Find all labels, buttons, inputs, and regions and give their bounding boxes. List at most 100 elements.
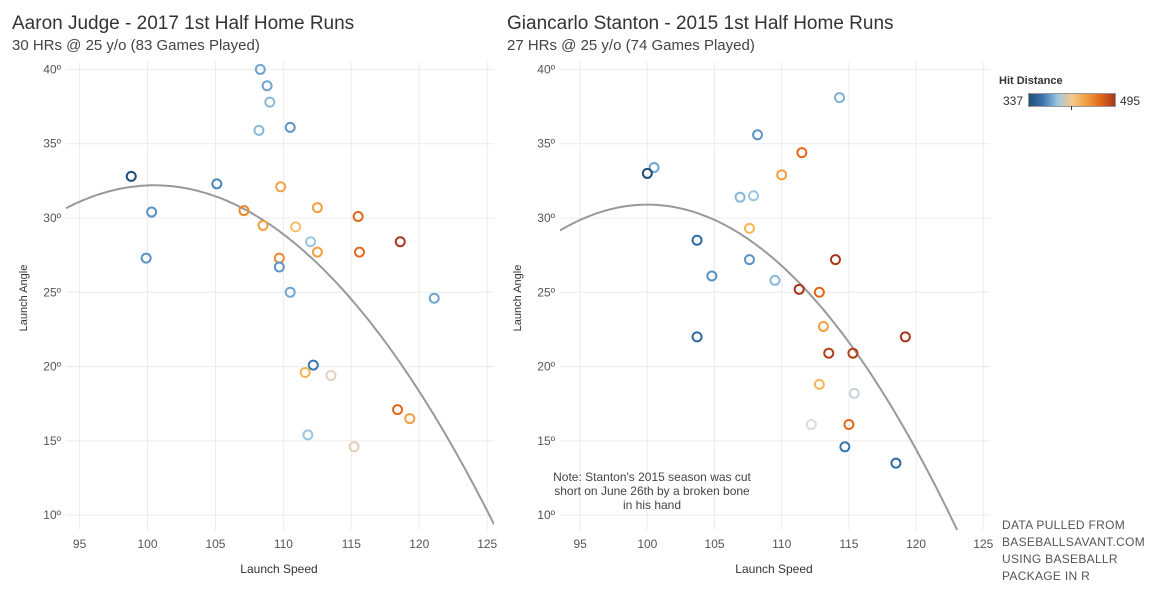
y-axis-label: Launch Angle	[512, 265, 524, 332]
x-tick-label: 110	[772, 537, 791, 551]
legend-tick	[1071, 106, 1072, 110]
data-point	[829, 254, 841, 266]
y-tick-label: 20º	[43, 360, 61, 374]
data-point	[284, 286, 296, 298]
x-tick-label: 115	[839, 537, 858, 551]
data-point	[253, 124, 265, 136]
data-point	[299, 367, 311, 379]
y-tick-label: 30º	[43, 211, 61, 225]
x-tick-label: 100	[637, 537, 657, 551]
data-point	[348, 441, 360, 453]
legend-min-label: 337	[1003, 94, 1024, 108]
data-point	[734, 191, 746, 203]
data-point	[257, 219, 269, 231]
x-tick-label: 125	[477, 537, 497, 551]
y-tick-label: 25º	[43, 285, 61, 299]
x-tick-label: 120	[409, 537, 429, 551]
data-point	[793, 283, 805, 295]
legend-max-label: 495	[1120, 94, 1141, 108]
data-point	[776, 169, 788, 181]
data-point	[311, 202, 323, 214]
y-tick-label: 15º	[43, 434, 61, 448]
data-point	[890, 457, 902, 469]
data-point	[648, 161, 660, 173]
data-point	[394, 236, 406, 248]
panel-2-title: Giancarlo Stanton - 2015 1st Half Home R…	[507, 13, 894, 34]
data-point	[353, 246, 365, 258]
x-tick-label: 125	[973, 537, 993, 551]
data-point	[805, 419, 817, 431]
data-point	[146, 206, 158, 218]
data-point	[261, 80, 273, 92]
x-tick-label: 95	[73, 537, 87, 551]
data-point	[691, 234, 703, 246]
data-point	[404, 413, 416, 425]
panel-2-subtitle: 27 HRs @ 25 y/o (74 Games Played)	[507, 37, 755, 54]
data-point	[813, 286, 825, 298]
y-tick-label: 35º	[537, 137, 555, 151]
x-tick-label: 105	[205, 537, 225, 551]
data-point	[823, 347, 835, 359]
x-axis-label: Launch Speed	[735, 562, 812, 576]
panel-1-subtitle: 30 HRs @ 25 y/o (83 Games Played)	[12, 37, 260, 54]
data-point	[769, 274, 781, 286]
chart-2: 95 100 105 110 115 120 125 10º 15º 20º 25º 30º 35º 40…	[512, 62, 994, 576]
data-point	[752, 129, 764, 141]
stanton-note: Note: Stanton's 2015 season was cut shor…	[553, 470, 751, 512]
x-tick-label: 115	[342, 537, 361, 551]
data-point	[839, 441, 851, 453]
data-point	[641, 167, 653, 179]
x-tick-label: 110	[274, 537, 293, 551]
data-point	[743, 222, 755, 234]
source-line: PACKAGE IN R	[1002, 569, 1091, 583]
data-point	[284, 121, 296, 133]
data-point	[743, 254, 755, 266]
source-line: DATA PULLED FROM	[1002, 518, 1126, 532]
x-axis-label: Launch Speed	[240, 562, 317, 576]
data-point	[311, 246, 323, 258]
data-point	[848, 387, 860, 399]
legend-title: Hit Distance	[999, 75, 1063, 87]
data-point	[748, 190, 759, 202]
data-source-note: DATA PULLED FROM BASEBALLSAVANT.COM USIN…	[1002, 517, 1145, 585]
chart-1: 95 100 105 110 115 120 125 10º 15º 20º 25º 30º 35º 40…	[18, 62, 498, 576]
y-axis-label: Launch Angle	[18, 265, 30, 332]
data-point	[273, 261, 285, 273]
source-line: BASEBALLSAVANT.COM	[1002, 535, 1146, 549]
data-point	[352, 211, 364, 223]
data-point	[843, 419, 855, 431]
y-tick-label: 15º	[537, 434, 555, 448]
data-point	[238, 205, 250, 217]
data-point	[325, 369, 337, 381]
trend-line	[560, 203, 959, 530]
x-tick-label: 100	[138, 537, 158, 551]
y-tick-label: 10º	[537, 508, 555, 522]
data-point	[847, 347, 859, 359]
y-tick-label: 40º	[537, 62, 555, 76]
data-point	[834, 92, 845, 104]
data-point	[392, 404, 404, 416]
data-point	[796, 147, 808, 159]
data-point	[691, 331, 703, 343]
data-point	[813, 378, 825, 390]
x-tick-label: 120	[906, 537, 926, 551]
x-tick-label: 105	[705, 537, 725, 551]
data-point	[254, 63, 266, 75]
hit-distance-color-scale	[1028, 93, 1116, 107]
data-point	[290, 221, 302, 233]
data-point	[302, 429, 314, 441]
data-point	[428, 292, 440, 304]
data-point	[211, 178, 223, 190]
x-tick-label: 95	[573, 537, 587, 551]
data-point	[264, 96, 276, 108]
data-point	[307, 359, 319, 371]
data-point	[125, 170, 137, 182]
source-line: USING BASEBALLR	[1002, 552, 1118, 566]
y-tick-label: 40º	[43, 62, 61, 76]
data-point	[817, 320, 829, 332]
panel-1-title: Aaron Judge - 2017 1st Half Home Runs	[12, 13, 355, 34]
data-point	[140, 252, 152, 264]
y-tick-label: 30º	[537, 211, 555, 225]
data-point	[275, 181, 287, 193]
